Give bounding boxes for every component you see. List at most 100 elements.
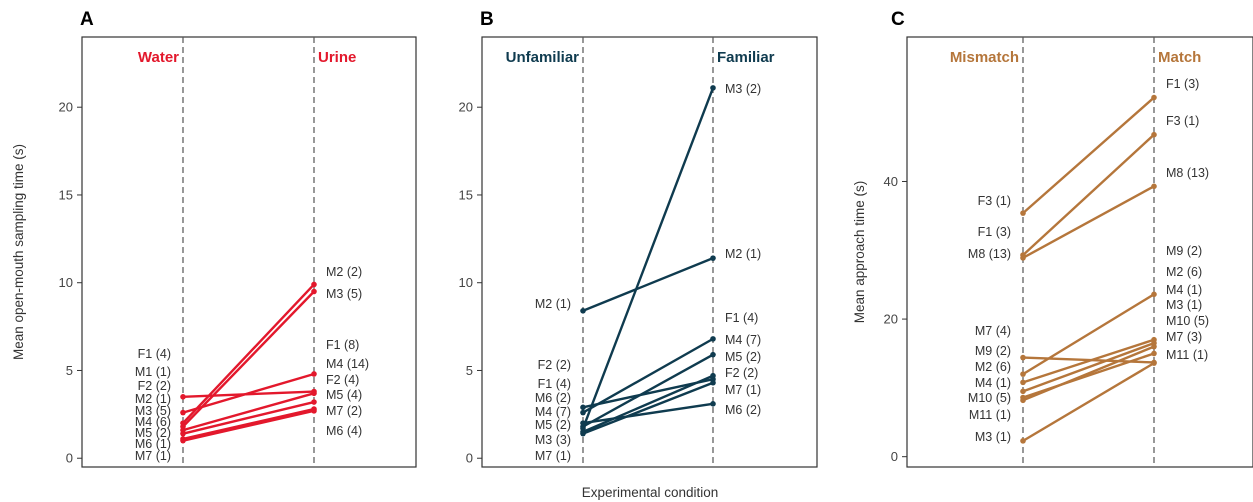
panel-B: B 0 5 10 15 20 Unfamiliar Familiar M2 (1) F2 (2) F… <box>459 9 818 468</box>
right-point-label: M8 (13) <box>1166 166 1209 180</box>
data-point <box>311 399 317 405</box>
data-point <box>710 379 716 386</box>
right-point-label: M3 (1) <box>1166 298 1202 312</box>
left-point-label: F1 (4) <box>138 347 171 361</box>
panel-frame <box>81 36 417 468</box>
right-point-label: M5 (2) <box>725 350 761 364</box>
data-point <box>180 430 186 437</box>
data-point <box>311 371 317 377</box>
data-point <box>580 409 586 416</box>
y-tick-label: 10 <box>459 275 473 290</box>
data-point <box>580 430 586 437</box>
left-point-label: M7 (1) <box>135 449 171 463</box>
data-point <box>710 401 716 407</box>
data-point <box>710 372 716 379</box>
data-point <box>710 336 716 342</box>
series-line <box>181 409 316 442</box>
left-point-label: F2 (2) <box>538 358 571 372</box>
data-point <box>1151 183 1157 190</box>
y-tick-label: 0 <box>891 449 898 464</box>
left-point-label: M2 (6) <box>975 360 1011 374</box>
panel-frame <box>906 36 1253 468</box>
panel-C: C 0 20 40 Mean approach time (s) Mismatch Matc… <box>852 9 1253 468</box>
data-point <box>311 281 317 288</box>
y-tick-label: 10 <box>59 275 73 290</box>
right-point-label: F1 (4) <box>725 311 758 325</box>
y-axis-label: Mean open-mouth sampling time (s) <box>11 144 26 360</box>
right-point-label: M2 (2) <box>326 265 362 279</box>
series-line <box>1021 293 1156 376</box>
data-point <box>1020 354 1026 361</box>
left-point-label: M3 (5) <box>135 404 171 418</box>
series-line <box>1021 185 1156 260</box>
right-point-label: M11 (1) <box>1166 348 1208 362</box>
condition-label-left: Water <box>138 49 179 66</box>
series-line <box>581 256 715 312</box>
y-tick-label: 40 <box>884 174 898 189</box>
left-point-label: M5 (2) <box>535 418 571 432</box>
right-point-label: M7 (2) <box>326 404 362 418</box>
series-line <box>581 381 715 435</box>
left-point-label: F2 (2) <box>138 379 171 393</box>
left-point-label: M10 (5) <box>968 391 1011 405</box>
condition-label-right: Match <box>1158 49 1201 66</box>
series-line <box>181 400 316 435</box>
series-line <box>581 353 715 428</box>
data-point <box>1151 131 1157 138</box>
condition-label-right: Urine <box>318 49 356 66</box>
series-line <box>181 372 316 414</box>
y-tick-label: 20 <box>884 312 898 327</box>
condition-label-left: Mismatch <box>950 49 1019 66</box>
right-point-label: M4 (14) <box>326 357 369 371</box>
right-point-label: M3 (2) <box>725 82 761 96</box>
left-point-label: M4 (6) <box>135 415 171 429</box>
data-point <box>1020 379 1026 386</box>
data-point <box>1020 210 1026 216</box>
right-point-label: M5 (4) <box>326 388 362 402</box>
data-point <box>1151 291 1157 298</box>
right-point-label: M4 (1) <box>1166 283 1202 297</box>
data-point <box>1020 371 1026 377</box>
series-line <box>1021 338 1156 384</box>
y-tick-label: 5 <box>66 363 73 378</box>
data-point <box>1020 255 1026 261</box>
left-point-label: M3 (1) <box>975 430 1011 444</box>
left-point-label: M3 (3) <box>535 433 571 447</box>
series-line <box>1021 361 1156 443</box>
condition-label-left: Unfamiliar <box>506 49 580 66</box>
left-point-label: M6 (1) <box>135 437 171 451</box>
series-line <box>181 283 316 425</box>
left-point-label: M5 (2) <box>135 426 171 440</box>
panel-letter: C <box>891 9 905 30</box>
data-point <box>710 255 716 261</box>
series-line <box>581 374 715 434</box>
data-point <box>180 437 186 444</box>
data-point <box>1151 343 1157 350</box>
right-point-label: M4 (7) <box>725 333 761 347</box>
y-tick-label: 0 <box>66 451 73 466</box>
condition-label-right: Familiar <box>717 49 775 66</box>
data-point <box>311 288 317 295</box>
y-tick-label: 15 <box>459 187 473 202</box>
data-point <box>710 85 716 91</box>
series-line <box>1021 341 1156 393</box>
y-axis-label: Mean approach time (s) <box>852 181 867 324</box>
y-tick-label: 20 <box>59 100 73 115</box>
right-point-label: F1 (3) <box>1166 77 1199 91</box>
data-point <box>1151 360 1157 366</box>
panel-frame <box>481 36 818 468</box>
right-point-label: F2 (4) <box>326 373 359 387</box>
y-tick-label: 20 <box>459 100 473 115</box>
y-tick-label: 0 <box>466 451 473 466</box>
left-point-label: M7 (1) <box>535 449 571 463</box>
left-point-label: M7 (4) <box>975 324 1011 338</box>
right-point-label: M7 (1) <box>725 383 761 397</box>
left-point-label: M1 (1) <box>135 365 171 379</box>
series-line <box>1021 133 1156 257</box>
right-point-label: M2 (1) <box>725 247 761 261</box>
right-point-label: M6 (2) <box>725 403 761 417</box>
left-point-label: M11 (1) <box>969 408 1011 422</box>
panel-letter: A <box>80 9 94 30</box>
right-point-label: F3 (1) <box>1166 114 1199 128</box>
